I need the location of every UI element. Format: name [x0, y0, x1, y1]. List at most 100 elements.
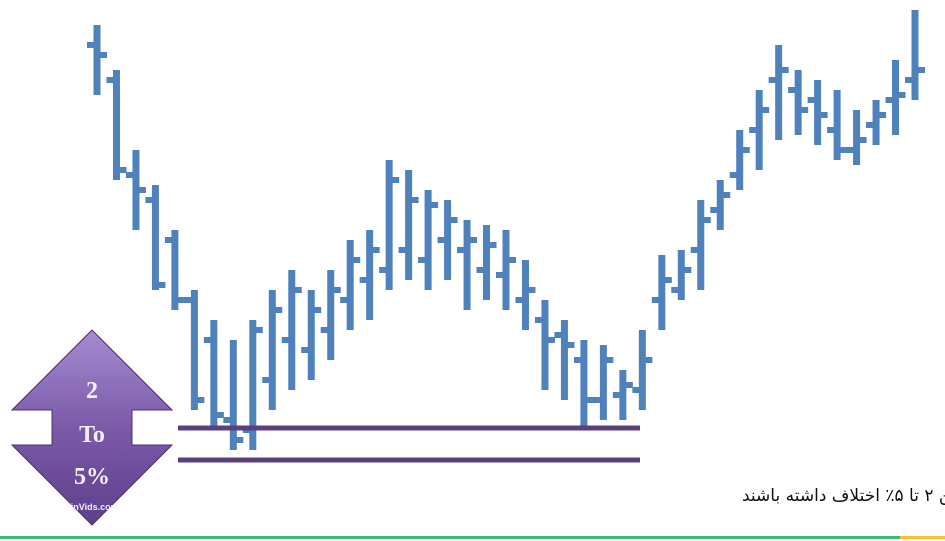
bar-close [606, 357, 614, 363]
bar-open [125, 172, 133, 178]
bar-range [424, 190, 432, 290]
bar-close [859, 137, 867, 143]
bar-open [418, 257, 426, 263]
bar-open [379, 267, 387, 273]
bar-close [567, 342, 575, 348]
bar-close [781, 67, 789, 73]
bar-range [385, 160, 393, 290]
bar-range [346, 240, 354, 330]
bar-range [268, 290, 276, 410]
bar-range [599, 345, 607, 420]
bar-range [307, 290, 315, 380]
bar-close [801, 107, 809, 113]
bar-close [684, 267, 692, 273]
bar-open [729, 172, 737, 178]
bar-range [112, 70, 120, 180]
bar-close [236, 437, 244, 443]
bar-open [203, 337, 211, 343]
bar-close [528, 287, 536, 293]
bar-range [405, 170, 413, 280]
bar-open [573, 357, 581, 363]
bar-range [483, 225, 491, 300]
bar-open [340, 297, 348, 303]
bar-open [534, 317, 542, 323]
bottom-rule-accent [900, 536, 945, 539]
bar-close [353, 257, 361, 263]
bar-open [164, 237, 172, 243]
bar-close [879, 112, 887, 118]
bar-open [632, 387, 640, 393]
bar-close [255, 327, 263, 333]
bar-open [457, 247, 465, 253]
bar-close [489, 242, 497, 248]
badge-text: To [79, 422, 105, 448]
bar-close [314, 307, 322, 313]
bar-open [320, 327, 328, 333]
bar-open [398, 247, 406, 253]
bar-open [846, 147, 854, 153]
bar-range [190, 290, 198, 410]
bar-close [645, 357, 653, 363]
bar-range [366, 230, 374, 320]
bar-close [723, 192, 731, 198]
bar-open [866, 122, 874, 128]
bar-open [827, 127, 835, 133]
bar-range [521, 260, 529, 330]
bar-open [437, 237, 445, 243]
bar-range [677, 250, 685, 300]
bar-close [470, 237, 478, 243]
bar-range [775, 45, 783, 140]
bar-close [509, 257, 516, 263]
bar-close [411, 197, 419, 203]
bar-range [658, 255, 666, 330]
bar-open [281, 337, 289, 343]
bar-open [496, 272, 503, 278]
bar-open [515, 297, 523, 303]
bar-open [651, 297, 659, 303]
bar-close [197, 397, 205, 403]
bar-open [145, 197, 153, 203]
caption: کفهای قیمت می توانند بین ۲ تا ۵٪ اختلاف … [742, 486, 945, 506]
bar-close [275, 307, 283, 313]
bar-close [664, 277, 672, 283]
bar-close [762, 107, 770, 113]
bars [87, 10, 925, 450]
bar-open [885, 97, 893, 103]
bar-close [392, 177, 400, 183]
bar-range [697, 200, 705, 290]
bar-range [911, 10, 919, 100]
bar-close [625, 382, 633, 388]
double-arrow [10, 329, 174, 526]
badge-text: 2 [86, 378, 98, 404]
bar-close [294, 287, 302, 293]
bar-range [853, 110, 861, 165]
bar-close [820, 112, 828, 118]
bar-open [554, 332, 562, 338]
bar-range [288, 270, 296, 390]
bar-open [807, 97, 815, 103]
bar-open [710, 207, 718, 213]
bar-open [184, 297, 192, 303]
bar-close [431, 202, 439, 208]
bar-range [541, 300, 549, 390]
bar-range [892, 60, 900, 135]
bar-close [547, 337, 555, 343]
bar-close [450, 217, 458, 223]
bar-close [158, 282, 166, 288]
bar-range [755, 90, 763, 170]
bar-range [502, 230, 510, 310]
bar-close [918, 67, 925, 73]
bar-close [138, 187, 146, 193]
bar-open [87, 42, 94, 48]
bar-range [619, 370, 627, 420]
bar-open [788, 87, 796, 93]
bar-range [210, 320, 218, 430]
bottom-rule [0, 536, 900, 539]
bar-open [476, 267, 484, 273]
bar-range [560, 320, 568, 400]
bar-close [100, 52, 107, 58]
bar-close [586, 397, 594, 403]
bar-open [223, 417, 231, 423]
bar-close [119, 167, 127, 173]
bar-open [749, 127, 757, 133]
